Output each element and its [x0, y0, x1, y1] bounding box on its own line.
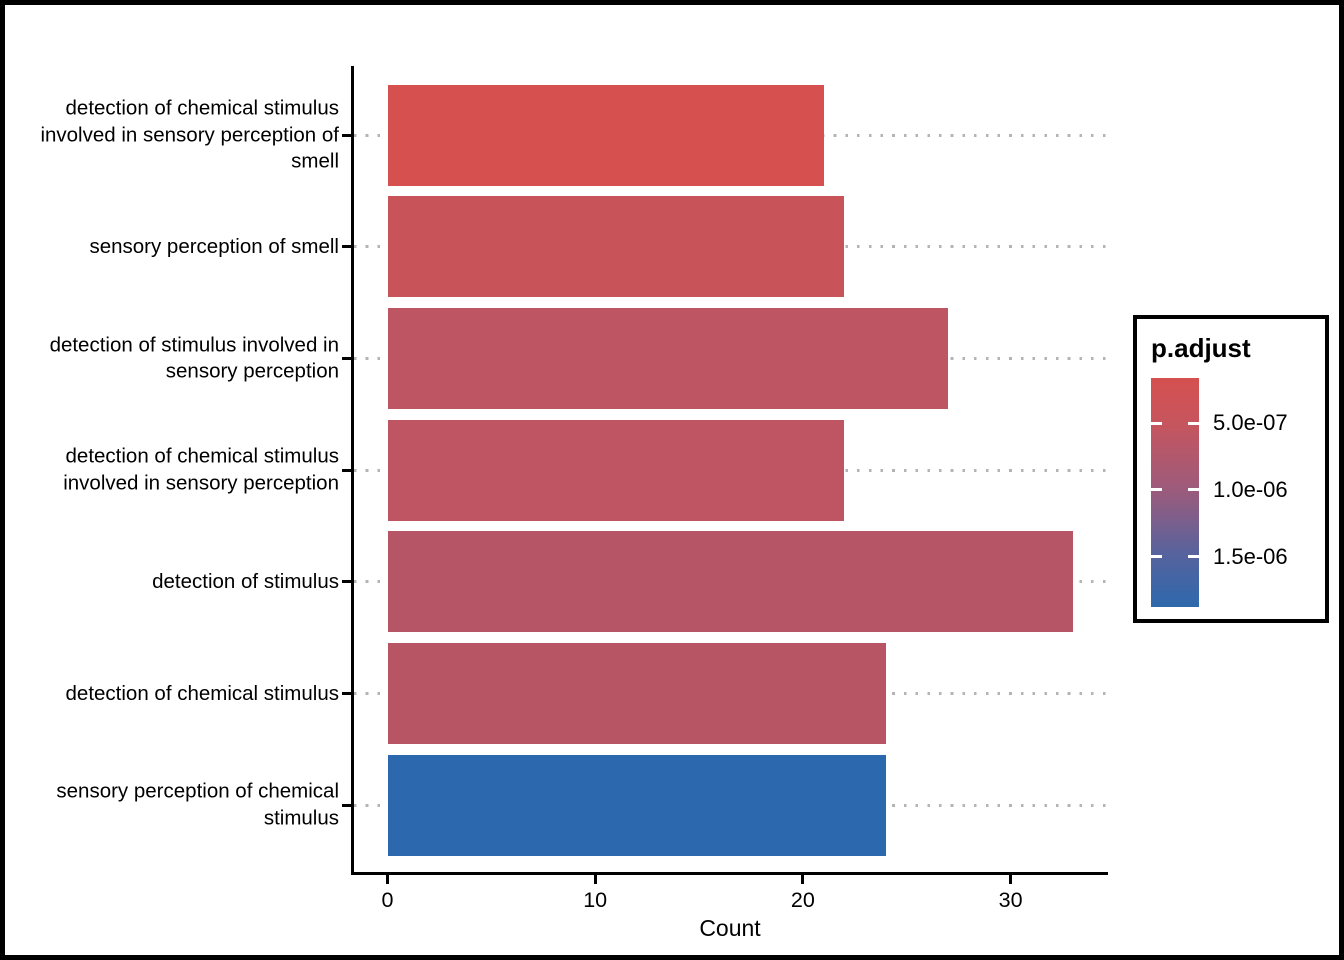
legend-tick-right	[1188, 555, 1199, 559]
x-tick	[1009, 875, 1013, 884]
bar	[387, 419, 845, 521]
x-axis-line	[351, 872, 1108, 875]
x-tick-label: 0	[381, 888, 394, 912]
y-tick	[342, 803, 352, 807]
legend-tick-label: 1.5e-06	[1213, 543, 1288, 569]
category-label: sensory perception of chemical stimulus	[56, 779, 339, 830]
category-label: detection of stimulus involved in sensor…	[49, 333, 339, 383]
legend-tick-left	[1151, 421, 1162, 425]
y-tick	[342, 245, 352, 249]
x-tick-label: 30	[998, 888, 1023, 912]
y-tick	[342, 133, 352, 137]
y-axis-line	[351, 66, 354, 875]
legend-tick-left	[1151, 555, 1162, 559]
category-label: detection of stimulus	[152, 569, 339, 593]
x-tick-label: 20	[790, 888, 815, 912]
x-tick	[593, 875, 597, 884]
category-label: sensory perception of smell	[89, 234, 339, 258]
category-label: detection of chemical stimulus	[65, 681, 339, 705]
bar	[387, 754, 886, 856]
bar	[387, 84, 824, 186]
legend-box: p.adjust 5.0e-07 1.0e-06 1.5e-06	[1133, 315, 1329, 623]
bar	[387, 643, 886, 745]
x-tick	[801, 875, 805, 884]
legend-tick-label: 5.0e-07	[1213, 410, 1288, 436]
x-tick	[386, 875, 389, 884]
legend-tick-right	[1188, 421, 1199, 425]
legend-title: p.adjust	[1151, 333, 1251, 363]
bar	[387, 531, 1073, 633]
legend-tick-right	[1188, 488, 1199, 492]
category-label: detection of chemical stimulus involved …	[63, 444, 339, 495]
legend-gradient-bar	[1151, 378, 1199, 607]
y-tick	[342, 357, 352, 361]
legend-tick-left	[1151, 488, 1162, 492]
category-label: detection of chemical stimulus involved …	[40, 96, 339, 173]
y-tick	[342, 692, 352, 696]
x-axis-title: Count	[699, 915, 761, 941]
bar	[387, 308, 949, 410]
legend-tick-label: 1.0e-06	[1213, 476, 1288, 502]
x-tick-label: 10	[583, 888, 608, 912]
bar	[387, 196, 845, 298]
plot-panel	[352, 66, 1108, 872]
y-tick	[342, 468, 352, 472]
y-tick	[342, 580, 352, 584]
